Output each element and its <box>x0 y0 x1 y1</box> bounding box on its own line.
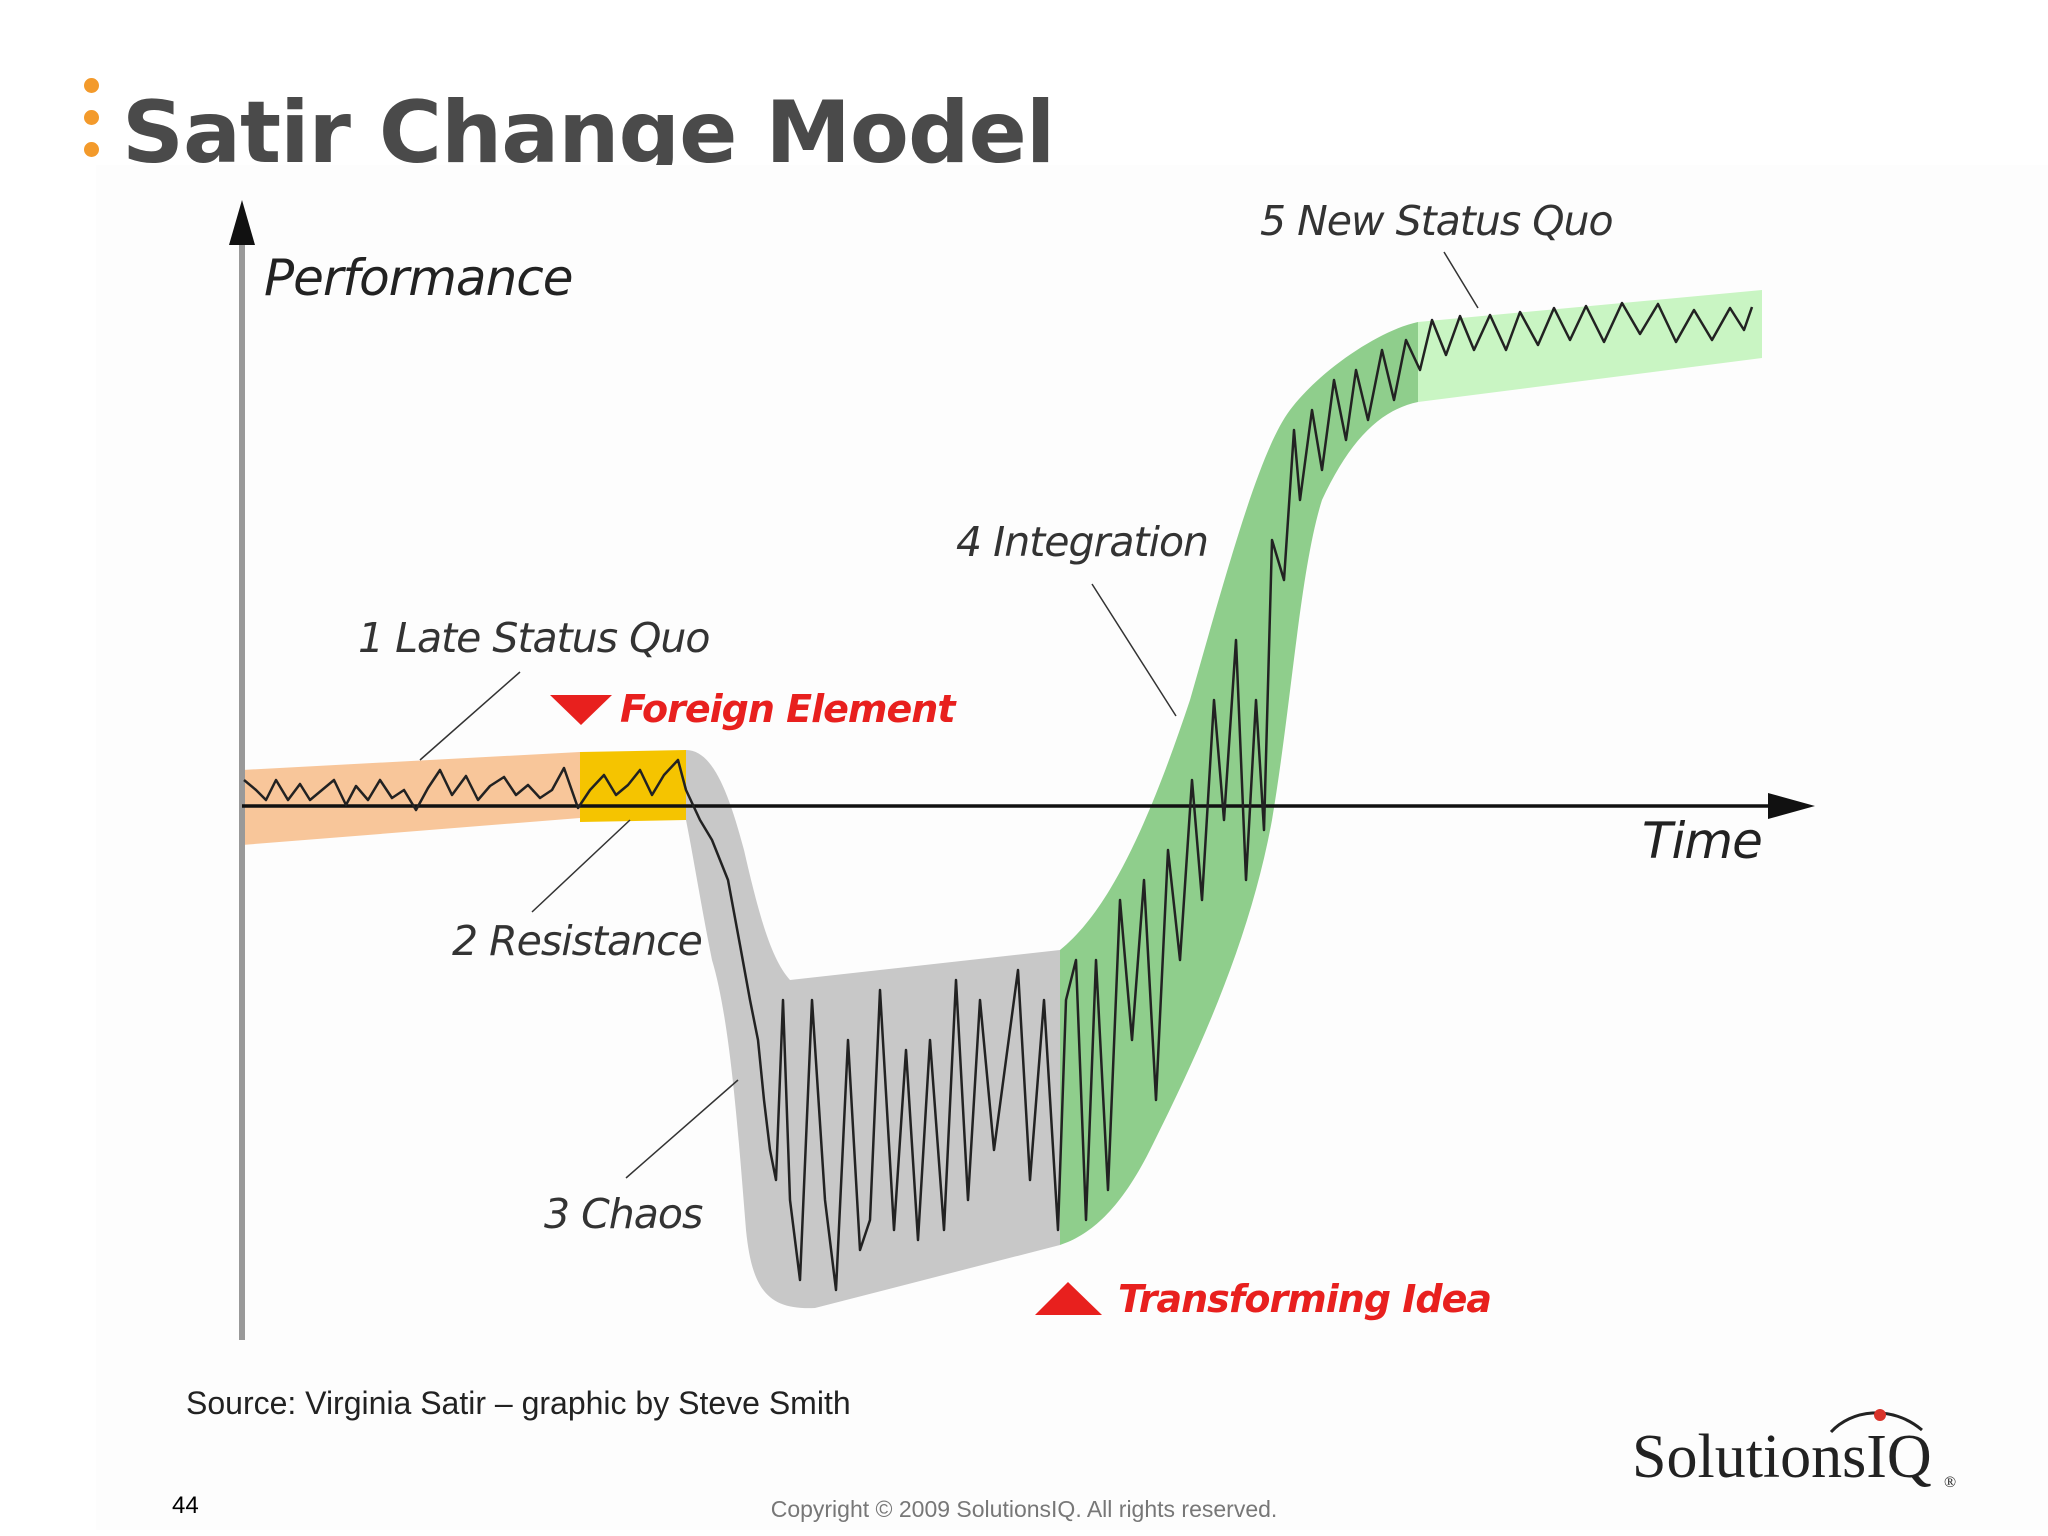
leader-late-status-quo <box>419 671 521 761</box>
band-late-status-quo <box>242 752 580 845</box>
band-integration <box>1060 322 1418 1245</box>
stage-label-resistance: 2 Resistance <box>452 917 702 965</box>
event-label-transforming-idea: Transforming Idea <box>1118 1277 1491 1321</box>
band-new-status-quo <box>1418 290 1762 402</box>
stage-label-late-status-quo: 1 Late Status Quo <box>358 614 709 662</box>
event-label-foreign-element: Foreign Element <box>620 687 957 731</box>
logo-wordmark: SolutionsIQ <box>1632 1423 1932 1491</box>
band-chaos <box>686 750 1060 1309</box>
y-axis-arrowhead <box>229 200 255 245</box>
x-axis-label: Time <box>1642 812 1762 870</box>
copyright-notice: Copyright © 2009 SolutionsIQ. All rights… <box>770 1496 1278 1522</box>
page-number: 44 <box>172 1492 199 1519</box>
foreign-element-marker <box>550 695 612 725</box>
stage-label-new-status-quo: 5 New Status Quo <box>1260 197 1613 245</box>
stage-label-chaos: 3 Chaos <box>544 1190 703 1238</box>
logo-swoosh-icon <box>1829 1409 1923 1434</box>
leader-resistance <box>531 819 631 913</box>
transforming-idea-marker <box>1035 1282 1102 1315</box>
source-caption: Source: Virginia Satir – graphic by Stev… <box>186 1385 851 1421</box>
solutionsiq-logo: SolutionsIQ ® <box>1626 1400 1966 1510</box>
y-axis-label: Performance <box>264 249 573 307</box>
band-resistance <box>580 750 686 822</box>
x-axis-arrowhead <box>1768 793 1815 819</box>
performance-line <box>243 301 1754 1292</box>
title-bullet-dots <box>84 78 100 164</box>
leader-new-status-quo <box>1443 251 1479 309</box>
logo-registered-mark: ® <box>1944 1474 1957 1491</box>
stage-label-integration: 4 Integration <box>956 518 1208 566</box>
leader-chaos <box>625 1079 739 1179</box>
leader-integration <box>1091 583 1177 717</box>
